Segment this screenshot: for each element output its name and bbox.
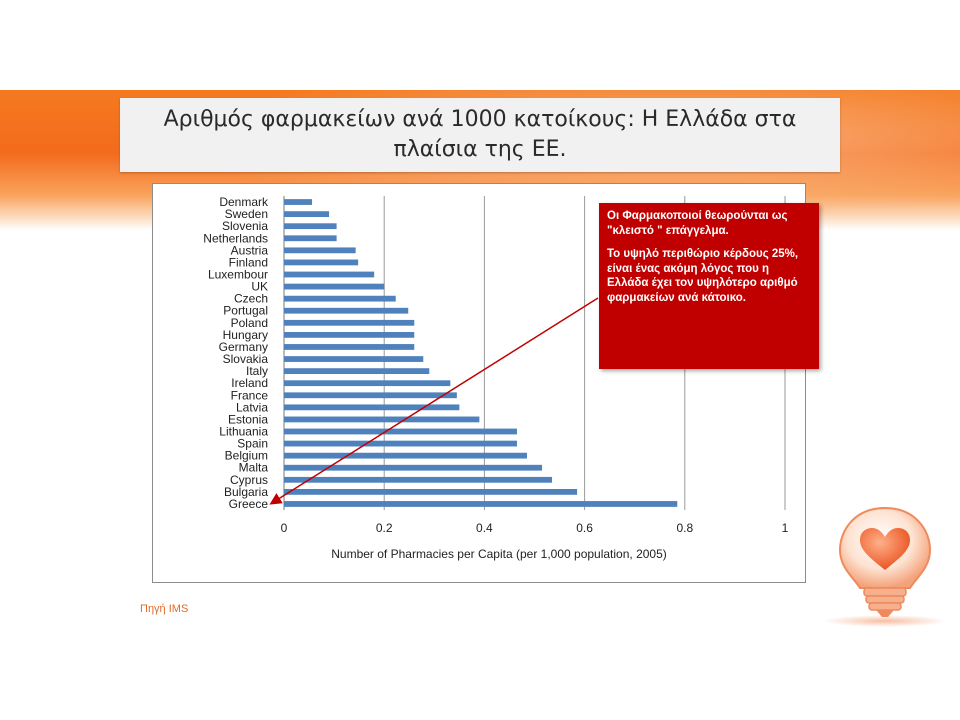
bar-belgium (284, 452, 527, 459)
category-label: Finland (229, 255, 268, 269)
category-label: Latvia (236, 400, 268, 414)
x-tick-label: 1 (782, 521, 789, 535)
bar-hungary (284, 331, 415, 338)
category-label: Belgium (225, 449, 268, 463)
category-label: Sweden (225, 207, 268, 221)
x-tick-labels: 0 0.2 0.4 0.6 0.8 1 (281, 521, 789, 535)
x-axis-label: Number of Pharmacies per Capita (per 1,0… (331, 547, 667, 561)
category-label: Ireland (231, 376, 268, 390)
category-label: Slovenia (222, 219, 268, 233)
bar-germany (284, 344, 415, 350)
category-labels: DenmarkSwedenSloveniaNetherlandsAustriaF… (203, 195, 269, 511)
bar-czech (284, 295, 396, 302)
bar-slovenia (284, 223, 337, 230)
title-box: Αριθμός φαρμακείων ανά 1000 κατοίκους: Η… (120, 98, 840, 172)
x-tick-label: 0.4 (476, 521, 493, 535)
category-label: UK (251, 280, 268, 294)
category-label: France (231, 388, 269, 402)
category-label: Bulgaria (224, 485, 268, 499)
category-label: Greece (229, 497, 269, 511)
category-label: Cyprus (230, 473, 268, 487)
category-label: Czech (234, 292, 268, 306)
category-label: Lithuania (219, 425, 268, 439)
category-label: Luxembour (208, 268, 268, 282)
callout-box: Οι Φαρμακοποιοί θεωρούνται ως "κλειστό "… (599, 203, 819, 369)
bar-malta (284, 464, 543, 471)
bar-cyprus (284, 476, 553, 483)
category-label: Hungary (223, 328, 268, 342)
bar-lithuania (284, 428, 517, 435)
callout-paragraph-2: Το υψηλό περιθώριο κέρδους 25%, είναι έν… (607, 248, 799, 304)
slide-title: Αριθμός φαρμακείων ανά 1000 κατοίκους: Η… (163, 107, 797, 162)
bar-latvia (284, 404, 460, 411)
callout-paragraph-1: Οι Φαρμακοποιοί θεωρούνται ως "κλειστό "… (607, 210, 788, 237)
bar-finland (284, 259, 359, 266)
bar-france (284, 392, 457, 399)
category-label: Slovakia (223, 352, 269, 366)
category-label: Italy (246, 364, 268, 378)
bar-italy (284, 368, 430, 375)
bar-spain (284, 440, 517, 447)
bar-bulgaria (284, 488, 578, 495)
category-label: Estonia (228, 412, 268, 426)
category-label: Germany (219, 340, 268, 354)
category-label: Malta (239, 461, 269, 475)
category-label: Austria (231, 243, 269, 257)
bar-uk (284, 283, 385, 290)
bar-slovakia (284, 356, 424, 362)
x-tick-label: 0 (281, 521, 288, 535)
category-label: Poland (231, 316, 268, 330)
bar-luxembour (284, 271, 375, 278)
bar-denmark (284, 199, 313, 205)
bar-ireland (284, 380, 451, 387)
bar-austria (284, 247, 356, 254)
source-note: Πηγή IMS (140, 603, 189, 615)
category-label: Denmark (219, 195, 269, 209)
heart-lightbulb-icon (823, 506, 947, 627)
category-label: Spain (237, 437, 268, 451)
x-tick-label: 0.8 (676, 521, 693, 535)
category-label: Portugal (223, 304, 268, 318)
bar-estonia (284, 416, 480, 423)
bar-sweden (284, 211, 330, 218)
bar-poland (284, 319, 415, 326)
x-tick-label: 0.2 (376, 521, 393, 535)
bar-portugal (284, 307, 409, 314)
x-tick-label: 0.6 (576, 521, 593, 535)
category-label: Netherlands (203, 231, 268, 245)
bar-netherlands (284, 235, 337, 242)
bar-greece (284, 501, 678, 507)
